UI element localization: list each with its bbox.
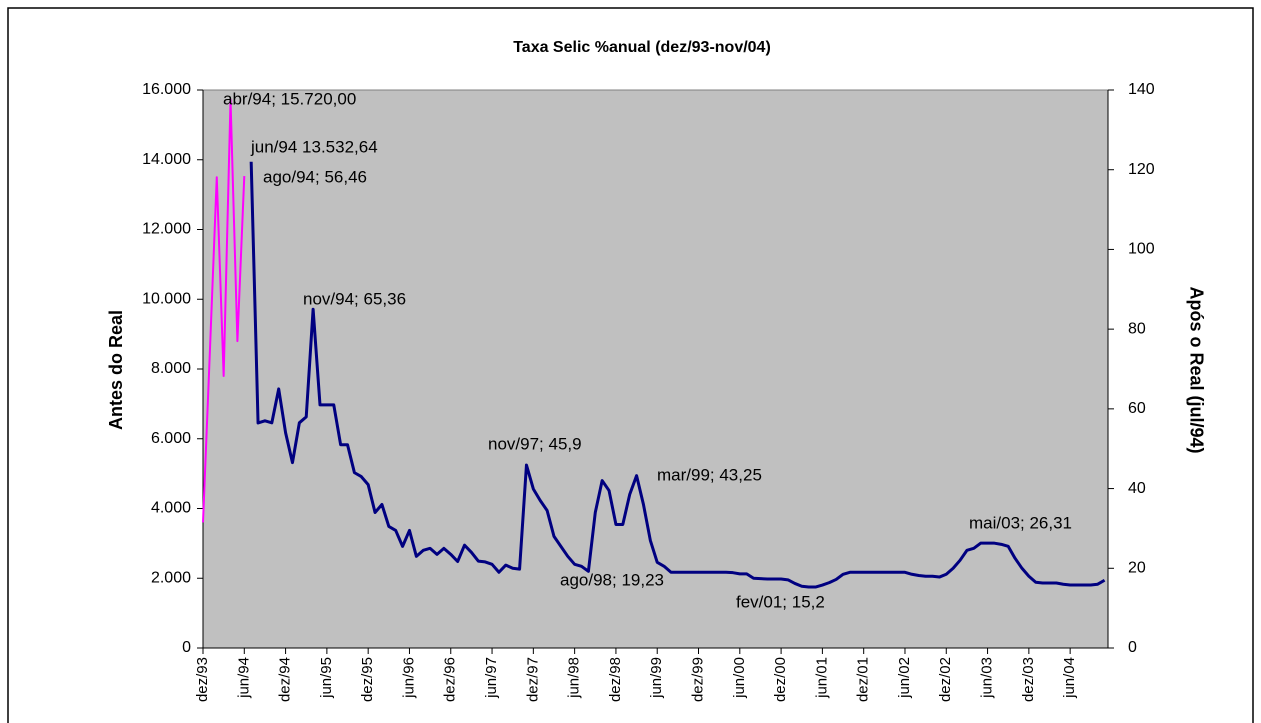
y2-tick-label: 40 <box>1128 480 1146 497</box>
x-tick-label: dez/96 <box>442 657 459 702</box>
y-axis-label: Antes do Real <box>106 310 126 430</box>
annotation: ago/94; 56,46 <box>263 167 367 186</box>
y2-tick-label: 80 <box>1128 320 1146 337</box>
series-line <box>202 98 246 523</box>
y-tick-label: 10.000 <box>142 290 191 307</box>
x-tick-label: dez/97 <box>524 657 541 702</box>
y-tick-label: 12.000 <box>142 221 191 238</box>
x-tick-label: dez/03 <box>1020 657 1037 702</box>
x-tick-label: dez/00 <box>772 657 789 702</box>
y-tick-label: 4.000 <box>151 500 191 517</box>
annotation: mai/03; 26,31 <box>969 513 1072 532</box>
annotation: ago/98; 19,23 <box>560 570 664 589</box>
series-line <box>249 161 1106 589</box>
x-tick-label: jun/02 <box>896 657 913 699</box>
y-tick-label: 8.000 <box>151 360 191 377</box>
annotation: nov/97; 45,9 <box>488 434 582 453</box>
annotation: mar/99; 43,25 <box>657 465 762 484</box>
x-tick-label: dez/94 <box>277 657 294 702</box>
x-tick-label: jun/99 <box>648 657 665 699</box>
y2-tick-label: 60 <box>1128 400 1146 417</box>
annotation: fev/01; 15,2 <box>736 592 825 611</box>
y2-axis-label: Após o Real (jul/94) <box>1186 286 1206 453</box>
x-tick-label: jun/00 <box>731 657 748 699</box>
x-tick-label: dez/93 <box>194 657 211 702</box>
y2-tick-label: 0 <box>1128 639 1137 656</box>
y-tick-label: 16.000 <box>142 81 191 98</box>
x-tick-label: jun/01 <box>813 657 830 699</box>
y-tick-label: 2.000 <box>151 569 191 586</box>
x-tick-label: jun/04 <box>1061 657 1078 699</box>
x-tick-label: dez/98 <box>607 657 624 702</box>
y-tick-label: 6.000 <box>151 430 191 447</box>
y2-tick-label: 140 <box>1128 81 1155 98</box>
x-tick-label: dez/95 <box>359 657 376 702</box>
annotation: abr/94; 15.720,00 <box>223 89 356 108</box>
x-tick-label: jun/98 <box>566 657 583 699</box>
x-tick-label: dez/99 <box>689 657 706 702</box>
y2-tick-label: 120 <box>1128 161 1155 178</box>
y2-tick-label: 100 <box>1128 241 1155 258</box>
annotation: nov/94; 65,36 <box>303 289 406 308</box>
y-tick-label: 14.000 <box>142 151 191 168</box>
x-tick-label: jun/96 <box>400 657 417 699</box>
x-tick-label: jun/97 <box>483 657 500 699</box>
x-tick-label: jun/95 <box>318 657 335 699</box>
x-tick-label: jun/94 <box>235 657 252 699</box>
y-tick-label: 0 <box>182 639 191 656</box>
x-tick-label: dez/02 <box>937 657 954 702</box>
annotation: jun/94 13.532,64 <box>250 137 378 156</box>
x-tick-label: dez/01 <box>855 657 872 702</box>
x-tick-label: jun/03 <box>979 657 996 699</box>
y2-tick-label: 20 <box>1128 560 1146 577</box>
chart-title: Taxa Selic %anual (dez/93-nov/04) <box>513 39 771 56</box>
